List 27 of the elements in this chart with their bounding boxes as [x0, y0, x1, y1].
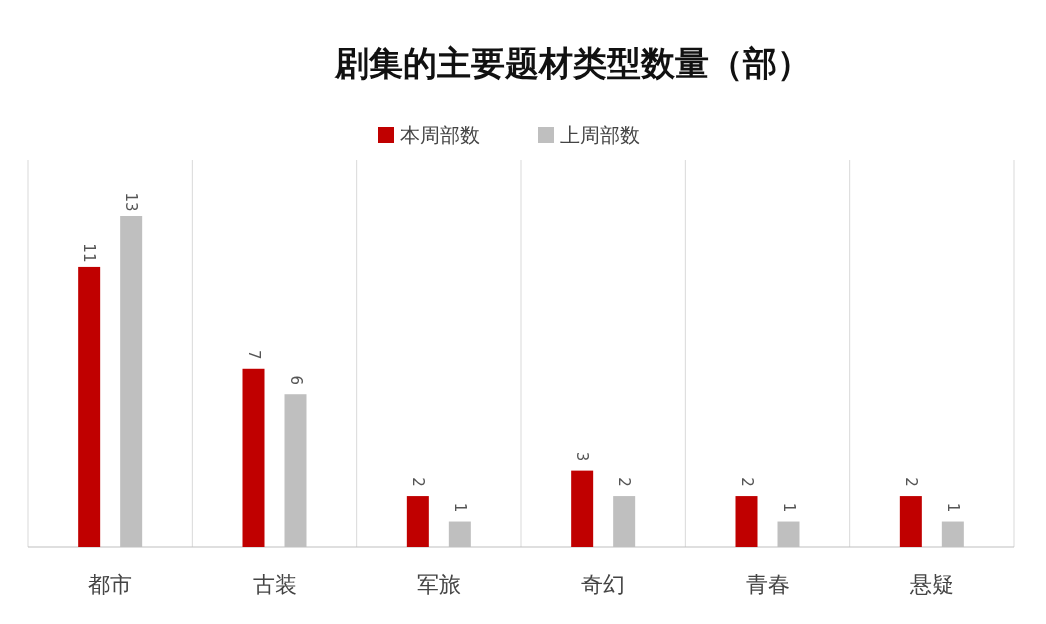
data-label: 11: [80, 243, 99, 263]
bar: [78, 266, 101, 547]
data-label: 2: [901, 477, 920, 487]
legend-label: 上周部数: [560, 123, 640, 147]
bar: [899, 496, 922, 547]
data-label: 13: [122, 192, 141, 212]
data-label: 3: [573, 451, 592, 462]
legend-label: 本周部数: [400, 123, 480, 147]
x-tick-label: 古装: [252, 572, 297, 597]
bar: [242, 368, 265, 547]
data-label: 2: [408, 477, 427, 487]
x-tick-label: 都市: [88, 572, 133, 597]
bar: [406, 496, 429, 547]
x-tick-label: 青春: [745, 572, 790, 597]
bar: [571, 470, 594, 547]
x-tick-label: 奇幻: [581, 572, 626, 597]
bar: [735, 496, 758, 547]
data-label: 2: [737, 477, 756, 487]
data-label: 7: [244, 350, 263, 360]
data-label: 6: [286, 375, 305, 385]
data-label: 2: [615, 477, 634, 487]
chart-title: 剧集的主要题材类型数量（部）: [334, 43, 811, 83]
data-label: 1: [450, 502, 469, 513]
data-label: 1: [779, 502, 798, 513]
x-tick-label: 悬疑: [908, 572, 954, 597]
data-label: 1: [943, 502, 962, 513]
x-tick-label: 军旅: [416, 572, 461, 597]
